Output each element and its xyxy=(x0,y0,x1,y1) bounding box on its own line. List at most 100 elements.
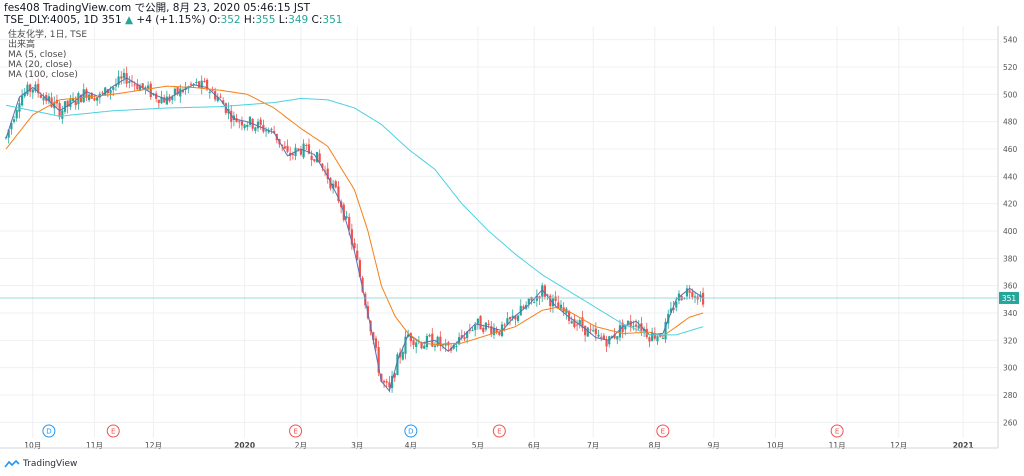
earnings-marker[interactable]: E xyxy=(289,424,303,438)
tradingview-logo[interactable]: TradingView xyxy=(4,459,77,469)
x-tick-label: 8月 xyxy=(649,441,661,450)
earnings-marker[interactable]: E xyxy=(106,424,120,438)
event-label: E xyxy=(835,428,839,436)
candle-body xyxy=(546,294,549,296)
candle-body xyxy=(592,330,595,332)
candle-body xyxy=(10,122,13,130)
candle-body xyxy=(377,347,380,373)
earnings-marker[interactable]: E xyxy=(492,424,506,438)
candle-body xyxy=(661,337,664,339)
x-tick-label: 9月 xyxy=(708,441,720,450)
legend-ma20[interactable]: MA (20, close) xyxy=(8,60,73,70)
candle-body xyxy=(361,277,364,292)
event-circle xyxy=(404,424,418,438)
symbol-line: TSE_DLY:4005, 1D 351 ▲ +4 (+1.15%) O:352… xyxy=(4,14,342,26)
candle-body xyxy=(334,181,337,188)
candle-body xyxy=(63,101,67,112)
legend-ma100[interactable]: MA (100, close) xyxy=(8,70,78,80)
candle-body xyxy=(283,146,286,149)
candle-body xyxy=(122,72,126,79)
candle-body xyxy=(157,99,160,103)
legend-ma5[interactable]: MA (5, close) xyxy=(8,50,67,60)
candle-body xyxy=(79,94,83,103)
y-tick-label: 520 xyxy=(1003,63,1018,72)
event-circle xyxy=(830,424,844,438)
candle-body xyxy=(18,103,21,112)
candle-body xyxy=(216,97,219,101)
x-tick-label: 11月 xyxy=(829,441,846,450)
y-tick-label: 440 xyxy=(1003,172,1018,181)
candle-body xyxy=(624,326,627,330)
candle-body xyxy=(463,337,466,340)
candle-body xyxy=(12,119,16,123)
candle-body xyxy=(584,325,587,336)
candle-body xyxy=(181,89,185,93)
candle-body xyxy=(114,84,118,87)
candle-body xyxy=(511,315,514,319)
candle-body xyxy=(235,118,238,123)
candle-body xyxy=(559,304,563,309)
candle-body xyxy=(645,328,648,338)
candle-body xyxy=(567,310,571,321)
earnings-marker[interactable]: E xyxy=(830,424,844,438)
candle-body xyxy=(626,321,630,324)
candle-body xyxy=(310,155,313,161)
dividend-marker[interactable]: D xyxy=(404,424,418,438)
candle-body xyxy=(651,331,654,342)
candle-body xyxy=(160,96,163,104)
candle-body xyxy=(31,89,34,93)
candle-body xyxy=(50,97,53,107)
publish-info: fes408 TradingView.com で公開, 8月 23, 2020 … xyxy=(4,2,311,14)
candle-body xyxy=(573,319,576,328)
open-label: O: xyxy=(208,14,221,26)
event-label: E xyxy=(661,428,665,436)
legend-volume[interactable]: 出来高 xyxy=(8,40,36,50)
candle-body xyxy=(618,325,622,338)
price-chart[interactable]: 260 280 300 320 340 360 380 400 420 440 460 480 500 5… xyxy=(0,26,1024,458)
candle-body xyxy=(246,124,249,128)
candle-body xyxy=(401,351,404,360)
candle-body xyxy=(305,144,308,146)
candle-body xyxy=(106,89,109,94)
x-tick-label: 4月 xyxy=(405,441,417,450)
candle-body xyxy=(642,328,646,332)
candle-body xyxy=(586,327,589,337)
candle-body xyxy=(219,96,222,98)
candle-body xyxy=(516,315,520,322)
candle-body xyxy=(101,92,104,94)
candle-body xyxy=(533,302,536,304)
brand-name: TradingView xyxy=(23,459,78,469)
tradingview-logo-icon xyxy=(4,459,20,468)
candle-body xyxy=(554,296,557,301)
candle-body xyxy=(205,79,209,90)
ma-line-ma100 xyxy=(5,97,704,336)
symbol: TSE_DLY:4005, 1D xyxy=(4,14,99,26)
x-tick-label: 6月 xyxy=(528,441,540,450)
dividend-marker[interactable]: D xyxy=(42,424,56,438)
x-tick-label: 7月 xyxy=(587,441,599,450)
candle-body xyxy=(163,97,166,103)
candle-body xyxy=(240,121,244,126)
candle-body xyxy=(171,96,174,100)
y-tick-label: 360 xyxy=(1003,282,1018,291)
candle-body xyxy=(396,354,399,376)
event-label: E xyxy=(293,428,297,436)
candle-body xyxy=(146,85,150,89)
candle-body xyxy=(117,76,120,85)
candle-body xyxy=(7,129,10,138)
x-tick-label: 2020 xyxy=(234,441,255,450)
candle-body xyxy=(264,130,268,132)
candle-body xyxy=(482,327,485,333)
legend-title[interactable]: 住友化学, 1日, TSE xyxy=(8,30,88,40)
earnings-marker[interactable]: E xyxy=(656,424,670,438)
candle-body xyxy=(600,336,603,338)
candle-body xyxy=(527,298,530,305)
candle-body xyxy=(621,322,624,333)
candle-body xyxy=(415,342,418,348)
candle-body xyxy=(238,121,241,123)
candle-body xyxy=(433,345,437,348)
candle-body xyxy=(549,295,552,307)
candle-body xyxy=(128,81,131,83)
last-price: 351 xyxy=(101,14,122,26)
candle-body xyxy=(669,308,673,313)
